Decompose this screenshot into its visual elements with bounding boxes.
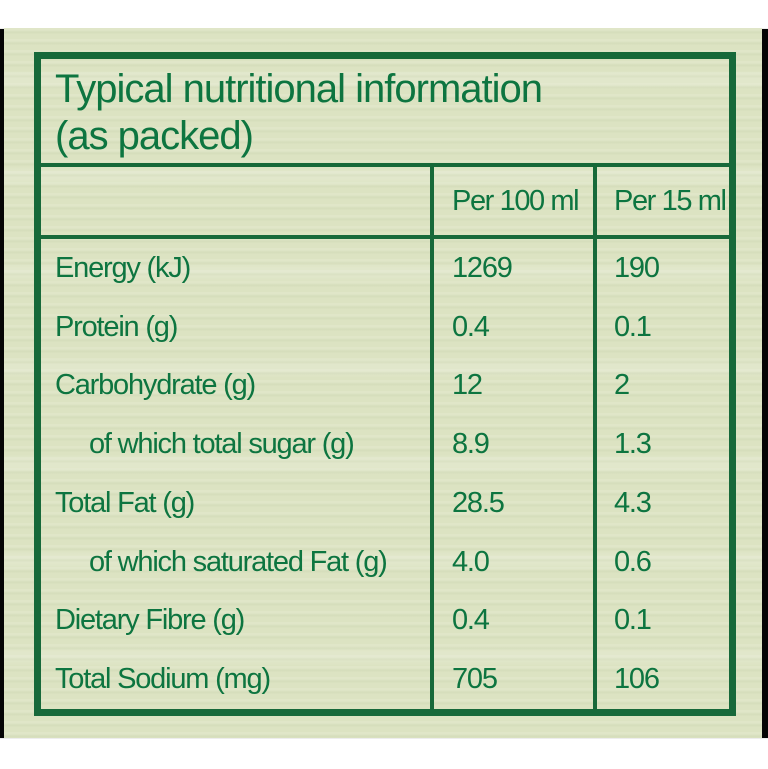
nutrition-information-table: Typical nutritional information (as pack… — [34, 52, 736, 716]
nutrient-label: of which saturated Fat (g) — [89, 545, 388, 578]
value-per-15ml: 1.3 — [614, 428, 652, 461]
value-per-15ml: 0.1 — [614, 310, 652, 343]
value-per-15ml: 190 — [614, 251, 660, 284]
column-header-per-15ml: Per 15 ml — [614, 184, 727, 217]
table-header-row: Per 100 ml Per 15 ml — [41, 167, 729, 235]
table-title-line-2: (as packed) — [55, 114, 254, 158]
header-divider-rule — [41, 235, 729, 239]
nutrient-row-carbohydrate: Carbohydrate (g) 12 2 — [41, 357, 729, 416]
bottom-white-strip — [0, 738, 768, 769]
table-title-line-1: Typical nutritional information — [55, 67, 543, 111]
package-background: Typical nutritional information (as pack… — [4, 28, 762, 738]
value-per-100ml: 705 — [452, 663, 498, 696]
nutrient-row-dietary-fibre: Dietary Fibre (g) 0.4 0.1 — [41, 592, 729, 651]
value-per-15ml: 0.6 — [614, 545, 652, 578]
nutrient-label: Energy (kJ) — [55, 251, 191, 284]
column-header-per-100ml: Per 100 ml — [452, 184, 580, 217]
nutrient-row-saturated-fat: of which saturated Fat (g) 4.0 0.6 — [41, 533, 729, 592]
value-per-100ml: 12 — [452, 369, 483, 402]
value-per-100ml: 28.5 — [452, 486, 505, 519]
table-title: Typical nutritional information (as pack… — [55, 66, 721, 160]
nutrient-row-total-sugar: of which total sugar (g) 8.9 1.3 — [41, 415, 729, 474]
top-white-strip — [0, 0, 768, 29]
value-per-15ml: 4.3 — [614, 486, 652, 519]
nutrient-label: Total Fat (g) — [55, 486, 195, 519]
nutrient-label: Protein (g) — [55, 310, 178, 343]
nutrient-row-energy: Energy (kJ) 1269 190 — [41, 239, 729, 298]
value-per-15ml: 2 — [614, 369, 630, 402]
column-header-blank — [41, 167, 434, 235]
column-divider-2 — [593, 163, 597, 709]
nutrient-row-protein: Protein (g) 0.4 0.1 — [41, 298, 729, 357]
title-divider-rule — [41, 163, 729, 167]
column-divider-1 — [430, 163, 434, 709]
nutrient-label: Carbohydrate (g) — [55, 369, 256, 402]
value-per-100ml: 0.4 — [452, 310, 490, 343]
value-per-15ml: 0.1 — [614, 604, 652, 637]
table-body: Energy (kJ) 1269 190 Protein (g) 0.4 0.1… — [41, 239, 729, 709]
value-per-15ml: 106 — [614, 663, 660, 696]
value-per-100ml: 4.0 — [452, 545, 490, 578]
nutrient-row-total-sodium: Total Sodium (mg) 705 106 — [41, 650, 729, 709]
value-per-100ml: 8.9 — [452, 428, 490, 461]
value-per-100ml: 0.4 — [452, 604, 490, 637]
value-per-100ml: 1269 — [452, 251, 513, 284]
nutrient-row-total-fat: Total Fat (g) 28.5 4.3 — [41, 474, 729, 533]
nutrient-label: Total Sodium (mg) — [55, 663, 271, 696]
nutrient-label: of which total sugar (g) — [89, 428, 355, 461]
nutrient-label: Dietary Fibre (g) — [55, 604, 245, 637]
